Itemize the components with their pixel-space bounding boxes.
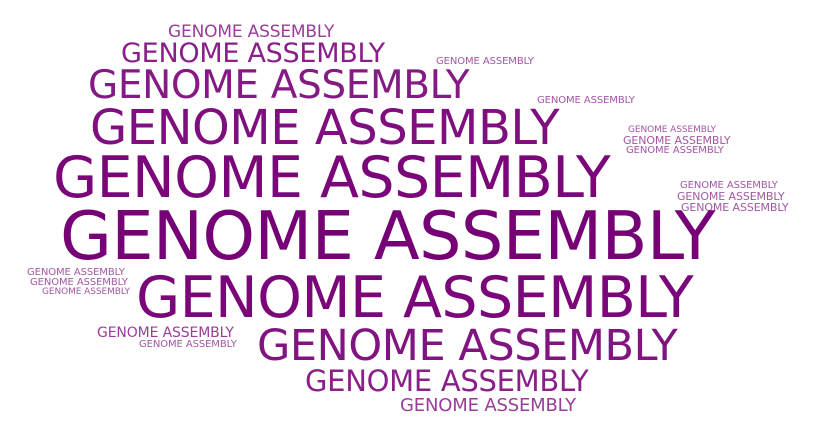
word-17: GENOME ASSEMBLY — [42, 287, 130, 297]
word-15: GENOME ASSEMBLY — [27, 267, 125, 278]
word-12: GENOME ASSEMBLY — [677, 190, 785, 203]
word-5: GENOME ASSEMBLY — [537, 95, 635, 106]
word-13: GENOME ASSEMBLY — [681, 201, 789, 214]
word-19: GENOME ASSEMBLY — [97, 325, 234, 341]
word-21: GENOME ASSEMBLY — [257, 321, 678, 371]
word-10: GENOME ASSEMBLY — [53, 145, 611, 211]
word-1: GENOME ASSEMBLY — [168, 22, 335, 42]
word-11: GENOME ASSEMBLY — [680, 180, 778, 191]
word-9: GENOME ASSEMBLY — [626, 145, 724, 156]
word-20: GENOME ASSEMBLY — [139, 339, 237, 350]
word-16: GENOME ASSEMBLY — [30, 277, 128, 288]
word-23: GENOME ASSEMBLY — [400, 395, 576, 416]
word-6: GENOME ASSEMBLY — [90, 100, 560, 156]
word-7: GENOME ASSEMBLY — [628, 125, 716, 135]
word-22: GENOME ASSEMBLY — [305, 364, 589, 398]
word-4: GENOME ASSEMBLY — [88, 63, 470, 108]
word-3: GENOME ASSEMBLY — [436, 56, 534, 67]
word-8: GENOME ASSEMBLY — [623, 134, 731, 147]
word-2: GENOME ASSEMBLY — [121, 38, 385, 69]
word-18: GENOME ASSEMBLY — [136, 265, 694, 331]
word-14: GENOME ASSEMBLY — [60, 197, 716, 275]
